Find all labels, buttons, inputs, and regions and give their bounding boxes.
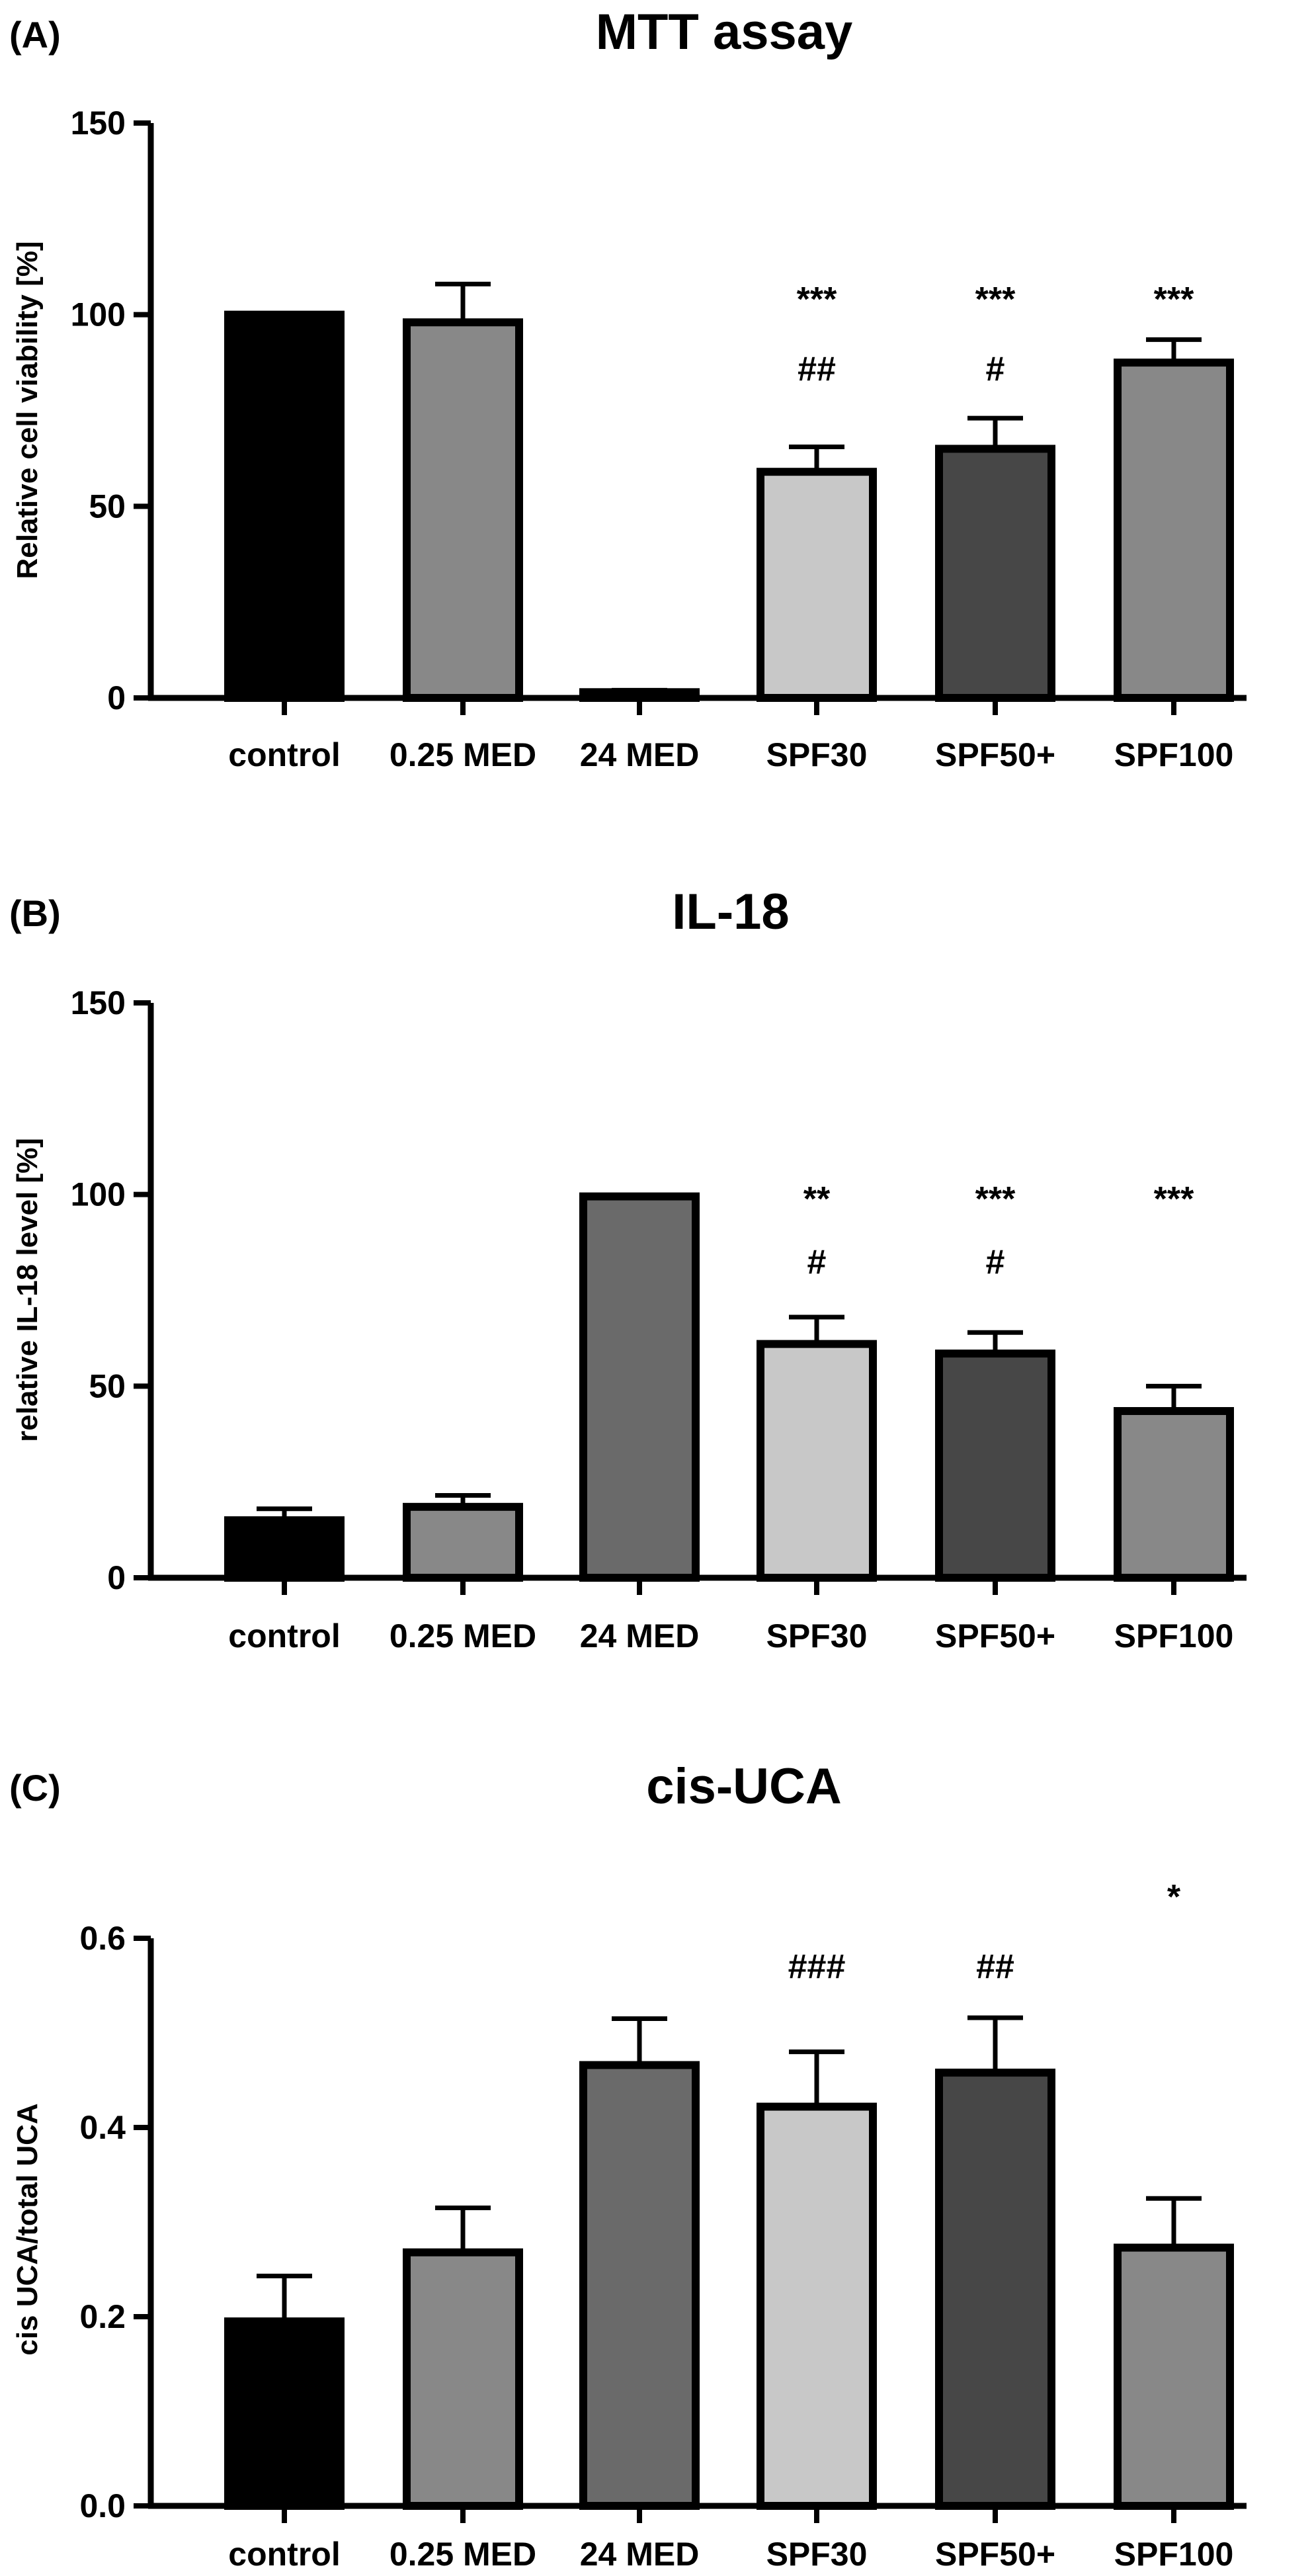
panel-b-y-axis-label: relative IL-18 level [%] [11,1138,44,1442]
panel-b-plot: 0 50 100 150 control 0.25 MED 24 MED SPF30 SPF50… [71,984,1247,1654]
bar [757,1340,877,1582]
bar [403,318,523,702]
y-tick-label: 0.6 [79,1920,126,1957]
significance-annotation: *** [797,280,837,319]
bar [224,2317,345,2510]
significance-annotation: *** [1154,1180,1194,1219]
x-tick-label: 0.25 MED [390,2536,536,2573]
panel-b: (B) IL-18 relative IL-18 level [%] 0 50 10… [9,884,1247,1654]
y-tick-label: 0.4 [79,2109,126,2146]
bar [935,1350,1055,1582]
bar [1114,2243,1234,2511]
x-tick-label: control [228,2536,340,2573]
x-tick-label: SPF100 [1114,736,1234,773]
bar [935,445,1055,703]
panel-c-label: (C) [9,1767,61,1809]
x-tick-label: SPF50+ [935,2536,1055,2573]
significance-annotation: * [1167,1878,1181,1916]
significance-annotation: ## [976,1948,1014,1986]
y-tick-label: 0.2 [79,2298,126,2335]
panel-c: (C) cis-UCA cis UCA/total UCA 0.00.20.40… [9,1758,1247,2573]
y-tick-label: 50 [89,488,126,525]
x-tick-label: 24 MED [580,736,700,773]
bar [579,2061,700,2511]
y-tick-label: 50 [89,1367,126,1404]
y-tick-label: 100 [71,296,126,333]
significance-annotation: # [986,350,1005,388]
panel-c-plot: 0.0 0.2 0.4 0.6 control 0.25 MED 24 MED SPF30 SP… [79,1878,1247,2573]
y-tick-label: 100 [71,1176,126,1213]
x-tick-label: 0.25 MED [390,736,536,773]
x-tick-label: SPF30 [766,736,868,773]
x-tick-label: control [228,736,340,773]
bar [757,2102,877,2511]
y-tick-label: 0 [107,679,126,716]
x-tick-label: SPF30 [766,1617,868,1654]
panel-b-title: IL-18 [672,884,789,940]
significance-annotation: *** [1154,280,1194,319]
x-tick-label: SPF50+ [935,736,1055,773]
bar [1114,359,1234,702]
significance-annotation: *** [975,280,1016,319]
x-tick-label: SPF100 [1114,1617,1234,1654]
x-tick-label: SPF30 [766,2536,868,2573]
panel-a: (A) MTT assay Relative cell viability [%… [9,4,1247,773]
panel-b-label: (B) [9,892,61,934]
bar [1114,1406,1234,1582]
bar [757,468,877,703]
significance-annotation: ### [788,1948,846,1986]
panel-a-y-axis-label: Relative cell viability [%] [11,241,44,579]
panel-c-title: cis-UCA [646,1758,842,1815]
bar [403,2248,523,2510]
bar [935,2069,1055,2511]
panel-a-title: MTT assay [596,4,853,60]
significance-annotation: *** [975,1180,1016,1219]
panel-a-plot: 0 50 100 150 control 0.25 MED 24 MED SPF30 SPF50… [71,105,1247,773]
significance-annotation: ## [798,350,836,388]
significance-annotation: # [986,1243,1005,1281]
x-tick-label: SPF50+ [935,1617,1055,1654]
y-tick-label: 0.0 [79,2487,126,2524]
significance-annotation: ** [803,1180,831,1219]
y-tick-label: 150 [71,105,126,142]
x-tick-label: SPF100 [1114,2536,1234,2573]
significance-annotation: # [807,1243,827,1281]
panel-a-label: (A) [9,14,61,56]
x-tick-label: 0.25 MED [390,1617,536,1654]
bar [224,310,345,702]
bar [403,1502,523,1582]
panel-c-y-axis-label: cis UCA/total UCA [11,2103,44,2355]
y-tick-label: 0 [107,1559,126,1596]
x-tick-label: 24 MED [580,2536,700,2573]
x-tick-label: 24 MED [580,1617,700,1654]
bar [224,1516,345,1582]
x-tick-label: control [228,1617,340,1654]
bar [579,1192,700,1582]
y-tick-label: 150 [71,984,126,1021]
